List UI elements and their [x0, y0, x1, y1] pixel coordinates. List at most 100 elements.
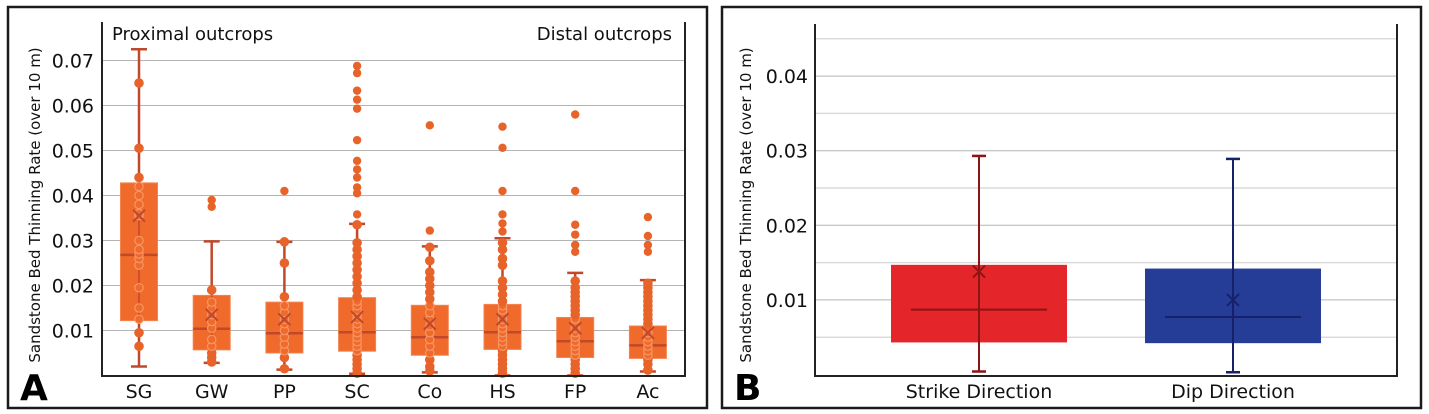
panel-a-y-axis-label: Sandstone Bed Thinning Rate (over 10 m) — [26, 47, 44, 362]
outlier-point — [352, 61, 362, 71]
data-point — [134, 208, 144, 219]
data-point — [134, 341, 144, 352]
panel-a-y-ticks: 0.01 0.02 0.03 0.04 0.05 0.06 0.07 — [52, 51, 94, 343]
data-point — [570, 276, 580, 286]
y-tick-label: 0.03 — [766, 141, 808, 163]
data-point — [206, 297, 217, 307]
x-tick-label: Dip Direction — [1171, 381, 1295, 403]
outlier-point — [643, 231, 653, 241]
outlier-point — [571, 220, 580, 229]
outlier-point — [352, 183, 362, 192]
x-tick-label: Strike Direction — [906, 381, 1053, 403]
mean-marker — [277, 312, 292, 326]
box-GW — [192, 195, 231, 367]
outlier-point — [571, 247, 580, 256]
data-point — [134, 244, 144, 255]
outlier-point — [498, 122, 507, 131]
outlier-point — [280, 186, 289, 196]
data-point — [134, 314, 144, 325]
data-point — [134, 78, 144, 88]
outlier-point — [352, 173, 362, 182]
data-point — [497, 237, 508, 248]
outlier-point — [498, 186, 507, 196]
outlier-point — [643, 212, 653, 222]
y-tick-label: 0.05 — [52, 141, 94, 163]
outlier-point — [498, 227, 507, 236]
outlier-point — [352, 86, 362, 95]
x-tick-label: Co — [417, 381, 442, 403]
data-point — [206, 285, 217, 295]
y-tick-label: 0.07 — [52, 51, 94, 73]
x-tick-label: PP — [273, 381, 296, 403]
box-SC — [338, 61, 377, 379]
outlier-point — [425, 121, 434, 130]
box-dip-direction — [1145, 157, 1321, 374]
panel-b-y-axis-label: Sandstone Bed Thinning Rate (over 10 m) — [737, 47, 755, 362]
data-point — [206, 334, 217, 345]
data-point — [279, 363, 290, 374]
box-Co — [410, 121, 449, 376]
panel-a-gridlines — [102, 60, 685, 331]
box-HS — [483, 122, 522, 379]
mean-marker — [132, 209, 146, 223]
data-point — [134, 143, 144, 154]
y-tick-label: 0.02 — [766, 215, 808, 237]
panel-b-letter: B — [734, 368, 761, 409]
data-point — [279, 291, 290, 302]
data-point — [134, 190, 144, 201]
mean-marker — [423, 317, 437, 331]
data-point — [134, 235, 144, 246]
outlier-point — [498, 219, 507, 228]
outlier-point — [571, 110, 580, 119]
x-tick-label: HS — [489, 381, 515, 403]
outlier-point — [498, 143, 507, 152]
box-SG — [120, 48, 158, 368]
mean-marker — [495, 312, 510, 326]
mean-marker — [204, 308, 219, 322]
data-point — [352, 219, 362, 230]
outlier-point — [352, 68, 362, 78]
x-tick-label: FP — [564, 381, 586, 403]
outlier-point — [207, 195, 216, 205]
annotation-distal: Distal outcrops — [537, 24, 672, 45]
x-tick-label: SG — [126, 381, 153, 403]
panel-a-letter: A — [20, 368, 48, 409]
mean-marker — [1226, 293, 1240, 307]
outlier-point — [571, 186, 580, 196]
mean-marker — [972, 264, 986, 279]
data-point — [134, 282, 144, 293]
box-strike-direction — [891, 154, 1067, 373]
data-point — [497, 276, 508, 286]
data-point — [424, 267, 435, 277]
outlier-point — [352, 104, 362, 113]
y-tick-label: 0.01 — [766, 290, 808, 312]
box-FP — [556, 110, 595, 379]
panel-b: 0.01 0.02 0.03 0.04 Strike Direction Dip Dir… — [720, 5, 1423, 410]
outlier-point — [498, 210, 507, 219]
outlier-point — [352, 210, 362, 219]
y-tick-label: 0.01 — [52, 321, 94, 343]
data-point — [279, 300, 290, 311]
y-tick-label: 0.04 — [52, 186, 94, 208]
panel-b-x-ticks: Strike Direction Dip Direction — [906, 381, 1295, 403]
data-point — [424, 255, 435, 266]
mean-marker — [641, 326, 655, 340]
panel-b-boxes — [891, 154, 1321, 374]
y-tick-label: 0.03 — [52, 231, 94, 253]
outlier-point — [571, 240, 580, 250]
y-tick-label: 0.06 — [52, 96, 94, 118]
mean-marker — [350, 310, 364, 324]
data-point — [134, 199, 144, 210]
panel-a: 0.01 0.02 0.03 0.04 0.05 0.06 0.07 SG GW PP SC Co H… — [6, 5, 709, 410]
y-tick-label: 0.02 — [52, 276, 94, 298]
x-tick-label: SC — [344, 381, 369, 403]
data-point — [134, 303, 144, 313]
outlier-point — [643, 240, 653, 250]
outlier-point — [352, 135, 362, 145]
outlier-point — [352, 156, 362, 166]
data-point — [497, 253, 508, 264]
panel-a-x-ticks: SG GW PP SC Co HS FP Ac — [126, 381, 660, 403]
data-point — [279, 258, 290, 268]
data-point — [279, 237, 290, 247]
